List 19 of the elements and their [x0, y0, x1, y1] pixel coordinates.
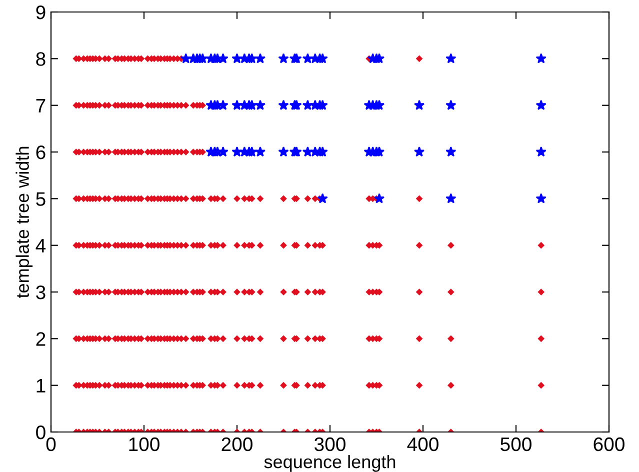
x-axis-title: sequence length [264, 454, 396, 472]
y-tick-label: 8 [36, 52, 46, 66]
y-tick-label: 4 [36, 239, 46, 252]
y-tick-label: 5 [36, 192, 46, 206]
x-tick-label: 300 [314, 437, 346, 452]
y-tick-label: 0 [36, 425, 46, 440]
x-tick-label: 400 [407, 437, 438, 452]
y-tick-label: 7 [36, 99, 46, 112]
y-tick-label: 6 [36, 145, 46, 160]
y-tick-label: 2 [36, 332, 46, 346]
y-tick-label: 3 [36, 285, 46, 300]
y-tick-label: 9 [36, 5, 46, 20]
y-tick-label: 1 [36, 379, 46, 392]
x-tick-label: 100 [129, 437, 160, 452]
x-tick-label: 200 [222, 437, 252, 452]
x-tick-label: 500 [500, 437, 532, 452]
y-axis-title: template tree width [16, 146, 33, 298]
x-tick-label: 0 [46, 437, 56, 452]
x-tick-label: 600 [594, 437, 624, 452]
